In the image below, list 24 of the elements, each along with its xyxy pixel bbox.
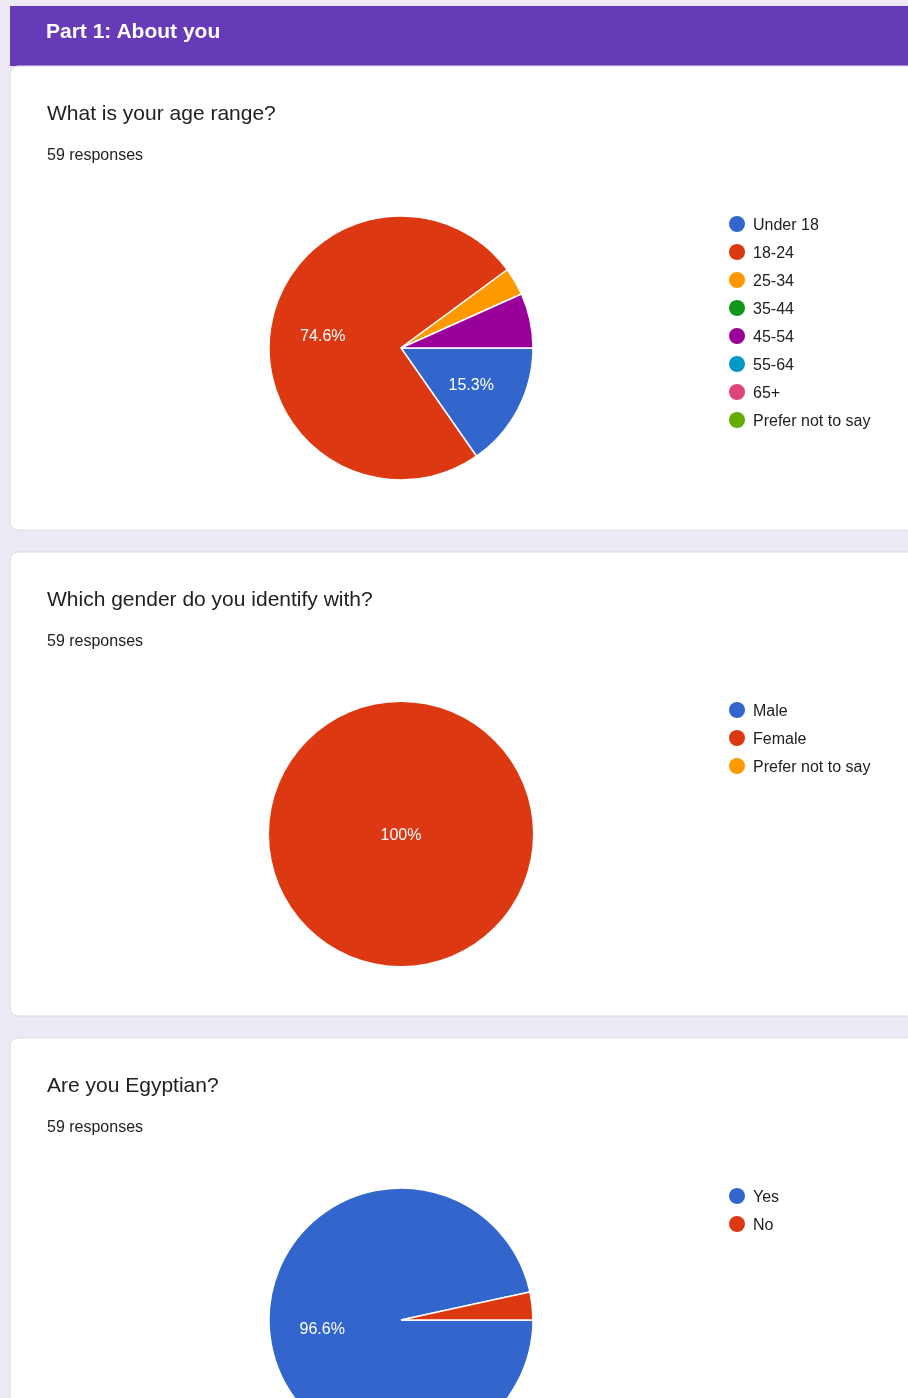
legend-label: No: [753, 1215, 774, 1233]
legend-label: Prefer not to say: [753, 757, 871, 775]
data-label: 15.3%: [448, 376, 494, 394]
text: 59 responses: [47, 632, 144, 649]
legend-label: 25-34: [753, 271, 795, 289]
chart-title: Which gender do you identify with?: [47, 587, 373, 610]
text: 59 responses: [47, 146, 144, 163]
legend-label: 45-54: [753, 327, 795, 345]
text: 59 responses: [47, 1118, 144, 1135]
data-label: 74.6%: [300, 326, 346, 344]
text: Part 1: About you: [46, 19, 221, 42]
legend-label: Female: [753, 729, 807, 747]
data-label: 96.6%: [299, 1320, 345, 1338]
legend-label: 55-64: [753, 355, 795, 373]
legend-label: Yes: [753, 1187, 780, 1205]
legend-label: Under 18: [753, 215, 819, 233]
legend-label: 35-44: [753, 299, 795, 317]
data-label: 100%: [380, 825, 422, 843]
chart-title: Are you Egyptian?: [47, 1073, 219, 1096]
legend-label: 18-24: [753, 243, 795, 261]
legend-label: Male: [753, 701, 788, 719]
legend-label: Prefer not to say: [753, 411, 871, 429]
chart-title: What is your age range?: [47, 101, 276, 124]
legend-label: 65+: [753, 383, 781, 401]
